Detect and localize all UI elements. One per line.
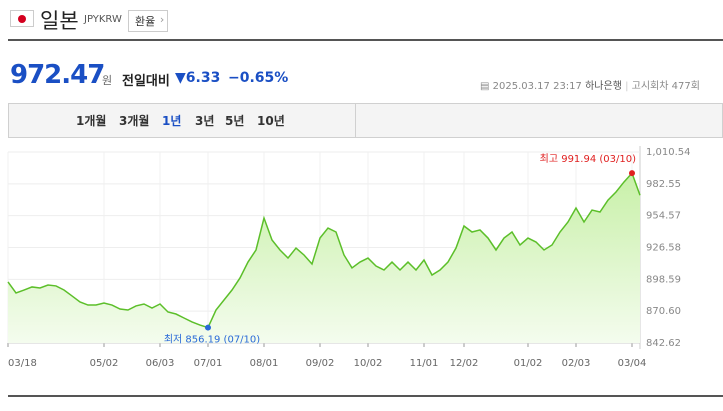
tab[interactable]: 3년 [195, 114, 215, 128]
code: JPYKRW [84, 14, 122, 25]
x-tick-label: 03/04 [618, 358, 647, 369]
y-tick-label: 926.58 [646, 243, 681, 254]
price: 972.47 [10, 60, 105, 90]
tab[interactable]: 5년 [225, 114, 245, 128]
change-value: 6.33 [185, 70, 221, 86]
flag-dot [18, 14, 26, 23]
x-tick-label: 01/02 [514, 358, 543, 369]
x-tick-label: 08/01 [250, 358, 279, 369]
round: 고시회차 477회 [631, 81, 700, 92]
price-unit: 원 [102, 74, 113, 87]
x-tick-label: 10/02 [354, 358, 383, 369]
datetime: 2025.03.17 23:17 [492, 81, 582, 92]
line [7, 171, 641, 329]
x-tick-label: 05/02 [90, 358, 119, 369]
x-tick-label: 11/01 [410, 358, 439, 369]
change-percent: −0.65% [228, 70, 289, 86]
area-fill [8, 173, 640, 343]
button-label: 환율 [135, 15, 156, 28]
header-rule [8, 39, 723, 41]
tab[interactable]: 1년 [162, 114, 182, 128]
y-tick-label: 898.59 [646, 274, 681, 285]
tab-bar [8, 103, 723, 138]
tab[interactable]: 10년 [257, 114, 285, 128]
meta: ▤ 2025.03.17 23:17 하나은행 | 고시회차 477회 [480, 77, 700, 92]
y-tick-label: 982.55 [646, 179, 681, 190]
down-arrow: ▼ [175, 70, 186, 86]
y-tick-label: 954.57 [646, 211, 681, 222]
x-tick-label: 09/02 [306, 358, 335, 369]
y-tick-label: 1,010.54 [646, 147, 691, 158]
tab[interactable]: 3개월 [119, 114, 150, 128]
min-marker [205, 324, 211, 331]
divider: | [625, 81, 629, 92]
meta-icon: ▤ [480, 81, 493, 92]
tab-divider [355, 104, 356, 137]
footer-rule [8, 395, 723, 397]
change-label: 전일대비 [122, 74, 170, 89]
min-label: 최저 856.19 (07/10) [164, 334, 260, 346]
flag-icon [10, 10, 34, 27]
x-tick-label: 02/03 [562, 358, 591, 369]
x-tick-label: 03/18 [8, 358, 37, 369]
rate-button[interactable]: 환율 › [128, 10, 169, 32]
title: 일본 [40, 9, 79, 33]
chevron: › [159, 13, 165, 26]
tab[interactable]: 1개월 [76, 114, 107, 128]
x-tick-label: 12/02 [450, 358, 479, 369]
bank: 하나은행 [585, 81, 622, 92]
max-marker [629, 170, 635, 177]
y-tick-label: 870.60 [646, 306, 681, 317]
x-tick-label: 06/03 [146, 358, 175, 369]
x-tick-label: 07/01 [194, 358, 223, 369]
max-label: 최고 991.94 (03/10) [540, 153, 636, 165]
change: ▼6.33 [175, 70, 220, 86]
y-tick-label: 842.62 [646, 338, 681, 349]
